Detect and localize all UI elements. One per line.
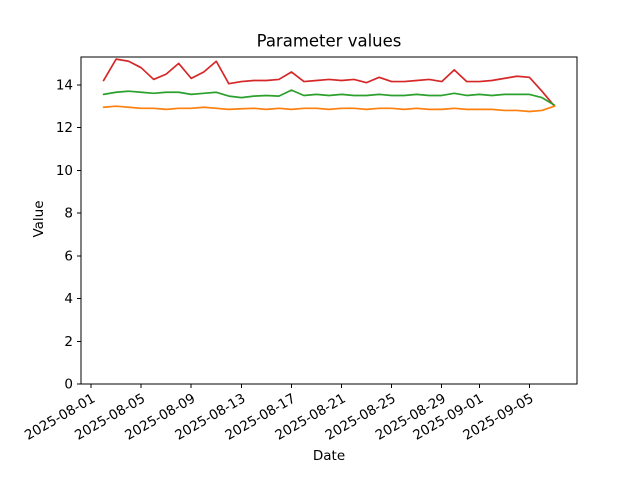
- y-tick-label: 14: [56, 77, 73, 93]
- y-tick-label: 4: [64, 291, 73, 307]
- series-green-line: [102, 89, 556, 106]
- axes-frame: [80, 56, 578, 385]
- y-tick-label: 0: [64, 377, 73, 393]
- y-tick-label: 6: [64, 248, 73, 264]
- y-tick-label: 8: [64, 206, 73, 222]
- y-tick-label: 10: [56, 163, 73, 179]
- y-tick-label: 2: [64, 334, 73, 350]
- chart-title: Parameter values: [256, 31, 402, 51]
- series-orange-line: [102, 105, 556, 113]
- x-axis-label: Date: [312, 448, 346, 464]
- series-red-line: [102, 58, 556, 108]
- y-tick-label: 12: [56, 120, 73, 136]
- y-axis-label: Value: [31, 200, 47, 238]
